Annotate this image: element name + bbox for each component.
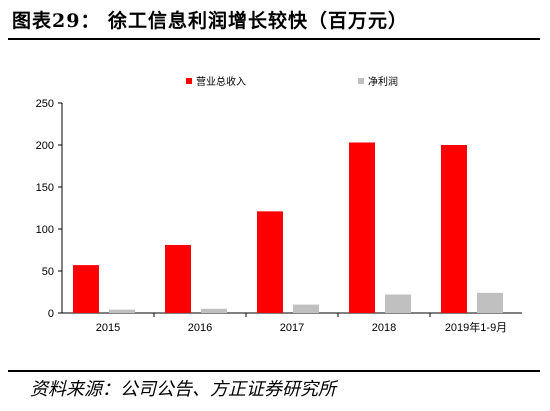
x-tick-label: 2019年1-9月 xyxy=(445,320,507,334)
net-profit-bar xyxy=(109,309,135,313)
net-profit-bar xyxy=(293,304,319,313)
net-profit-bar xyxy=(477,292,503,313)
x-axis: 2015 2016 2017 2018 2019年1-9月 xyxy=(62,312,522,334)
revenue-bar xyxy=(349,142,375,313)
source-rule xyxy=(8,370,540,372)
revenue-bar xyxy=(441,145,467,313)
x-tick-label: 2018 xyxy=(372,322,396,334)
legend-swatch xyxy=(186,78,192,84)
x-tick-label: 2016 xyxy=(188,322,212,334)
y-tick-label: 250 xyxy=(36,98,54,110)
y-tick-label: 50 xyxy=(42,266,54,278)
y-tick-label: 200 xyxy=(36,140,54,152)
y-axis: 0 50 100 150 200 250 xyxy=(36,98,63,320)
y-tick-label: 0 xyxy=(48,308,54,320)
legend: 营业总收入 净利润 xyxy=(186,75,398,88)
y-tick-label: 150 xyxy=(36,182,54,194)
legend-label: 净利润 xyxy=(368,75,398,88)
net-profit-bar xyxy=(385,294,411,313)
x-tick-label: 2015 xyxy=(96,322,120,334)
y-tick-label: 100 xyxy=(36,224,54,236)
revenue-bar xyxy=(165,244,191,313)
source-note: 资料来源：公司公告、方正证券研究所 xyxy=(30,379,336,400)
x-tick-label: 2017 xyxy=(280,322,304,334)
revenue-bar xyxy=(257,211,283,313)
bars xyxy=(73,142,503,313)
revenue-bar xyxy=(73,265,99,313)
legend-label: 营业总收入 xyxy=(196,75,246,88)
figure-title: 图表29： 徐工信息利润增长较快（百万元） xyxy=(12,10,409,32)
net-profit-bar xyxy=(201,308,227,313)
title-rule xyxy=(8,38,540,40)
legend-swatch xyxy=(358,78,364,84)
